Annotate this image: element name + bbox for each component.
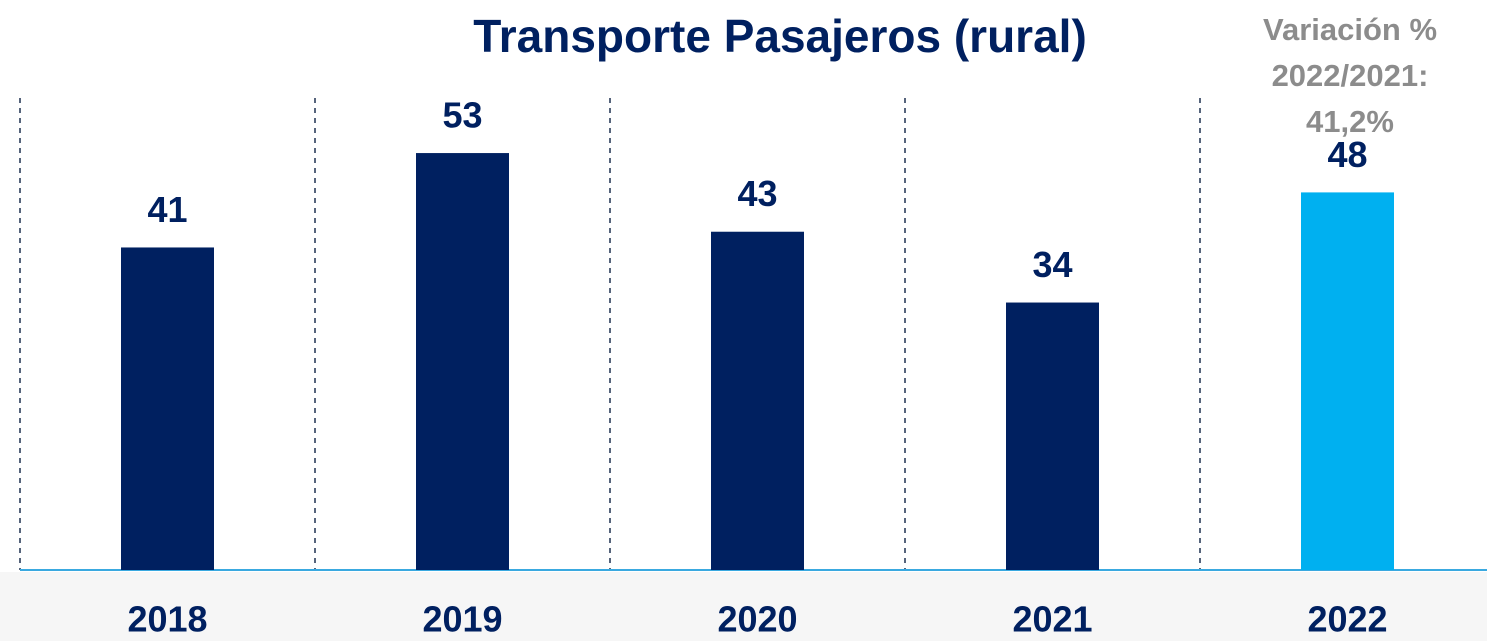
annotation: 2022/2021: — [1272, 58, 1429, 93]
bar — [121, 247, 214, 570]
bar — [711, 231, 804, 570]
annotation: 41,2% — [1306, 104, 1394, 139]
bar — [416, 153, 509, 571]
x-tick-label: 2020 — [717, 599, 797, 640]
x-tick-label: 2019 — [422, 599, 502, 640]
bar — [1006, 302, 1099, 570]
value-label: 41 — [147, 189, 187, 230]
x-tick-label: 2018 — [127, 599, 207, 640]
value-label: 34 — [1032, 244, 1072, 285]
value-label: 48 — [1327, 134, 1367, 175]
x-tick-label: 2022 — [1307, 599, 1387, 640]
footer-band — [0, 572, 1487, 641]
annotation: Variación % — [1263, 12, 1437, 47]
value-label: 53 — [442, 95, 482, 136]
bar — [1301, 192, 1394, 570]
value-label: 43 — [737, 173, 777, 214]
chart-title: Transporte Pasajeros (rural) — [473, 10, 1087, 62]
x-tick-label: 2021 — [1012, 599, 1092, 640]
